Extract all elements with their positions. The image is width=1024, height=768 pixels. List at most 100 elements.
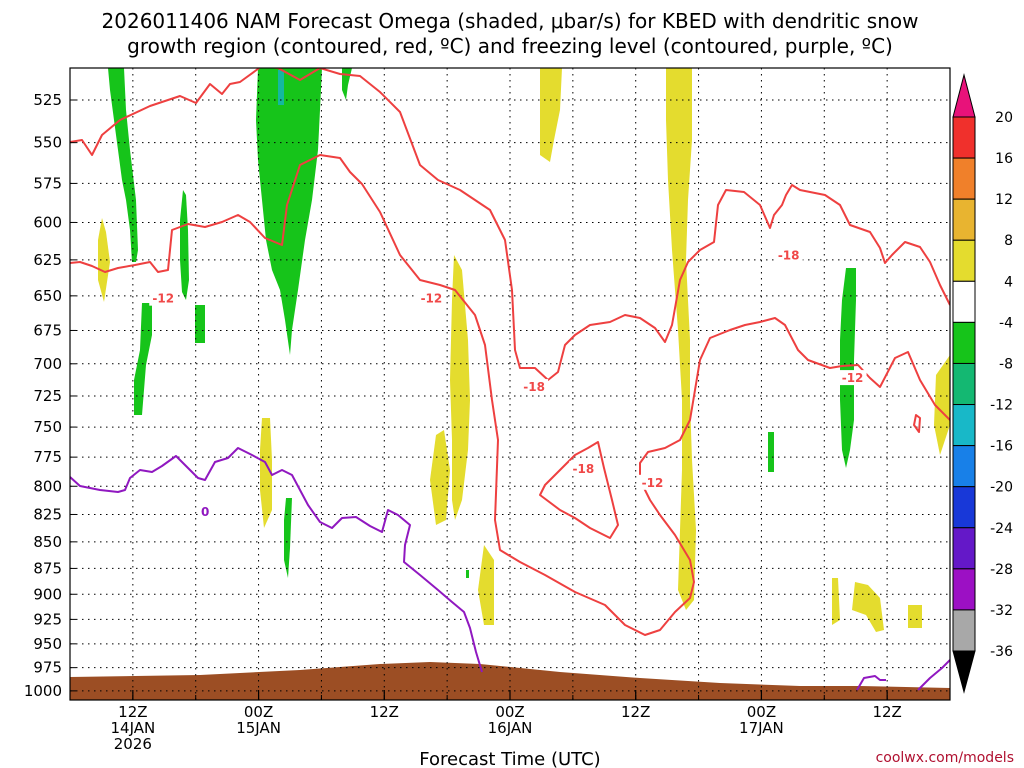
chart-title-line2: growth region (contoured, red, ºC) and f… (127, 34, 893, 58)
colorbar-min-arrow (952, 650, 976, 694)
contour-line (856, 675, 886, 691)
colorbar-swatch (952, 198, 976, 241)
colorbar-label: -20 (990, 480, 1013, 496)
x-tick-label: 12Z (872, 703, 901, 721)
y-tick-label: 950 (33, 635, 62, 653)
contour-line (70, 154, 950, 636)
colorbar-swatch (952, 445, 976, 488)
omega-region (180, 190, 189, 300)
contour-label: -12 (642, 476, 664, 490)
y-tick-label: 1000 (24, 682, 62, 700)
omega-region (195, 305, 205, 343)
colorbar-label: -28 (990, 562, 1013, 578)
freezing-level-contours (70, 447, 950, 691)
y-tick-label: 800 (33, 477, 62, 495)
contour-label: -12 (152, 292, 174, 306)
omega-region (134, 303, 152, 415)
omega-region (478, 545, 494, 625)
colorbar-label: -36 (990, 644, 1013, 660)
y-tick-label: 775 (33, 448, 62, 466)
contour-label-bg (774, 247, 803, 263)
y-tick-label: 700 (33, 355, 62, 373)
omega-region (108, 68, 138, 262)
omega-region (466, 570, 469, 578)
contour-line (70, 68, 950, 381)
y-tick-label: 525 (33, 91, 62, 109)
y-tick-label: 575 (33, 174, 62, 192)
x-tick-label: 2026 (114, 735, 152, 753)
contour-label-bg (838, 370, 867, 386)
colorbar-swatch (952, 609, 976, 652)
omega-region (832, 578, 840, 625)
colorbar-label: -16 (990, 439, 1013, 455)
dendritic-growth-contours (70, 68, 950, 636)
contour-label: 0 (201, 505, 209, 519)
x-tick-label: 12Z (370, 703, 399, 721)
x-tick-label: 12Z (118, 703, 147, 721)
x-tick-label: 00Z (244, 703, 273, 721)
x-tick-label: 00Z (747, 703, 776, 721)
contour-line (913, 414, 921, 433)
x-tick-label: 00Z (495, 703, 524, 721)
y-tick-label: 875 (33, 559, 62, 577)
omega-region (934, 355, 950, 455)
x-axis-label: Forecast Time (UTC) (419, 749, 600, 768)
x-tick-label: 12Z (621, 703, 650, 721)
omega-region (430, 430, 450, 525)
x-tick-label: 16JAN (488, 719, 533, 737)
omega-region (852, 582, 884, 632)
omega-region (666, 68, 696, 610)
colorbar-swatch (952, 527, 976, 570)
omega-region (284, 498, 292, 578)
colorbar-label: 16 (995, 151, 1013, 167)
x-tick-label: 17JAN (739, 719, 784, 737)
omega-negative-shading (108, 68, 856, 578)
plot-area: -12 -12 -18 -18 -12 -18 -12 0 (70, 68, 950, 700)
grid (70, 68, 950, 700)
colorbar-label: 8 (1004, 233, 1013, 249)
contour-label-bg (199, 504, 212, 520)
colorbar: 20 16 12 8 4 -4 -8 -12 -16 -20 -24 -28 -32 -36 (952, 73, 1013, 694)
colorbar-swatch (952, 280, 976, 323)
contour-line (70, 447, 483, 673)
y-tick-label: 825 (33, 505, 62, 523)
y-tick-label: 850 (33, 533, 62, 551)
colorbar-swatch (952, 239, 976, 282)
colorbar-label: -24 (990, 521, 1013, 537)
contour-label-bg (520, 379, 549, 395)
colorbar-swatch (952, 404, 976, 447)
contour-label: -12 (421, 292, 443, 306)
y-tick-label: 625 (33, 251, 62, 269)
y-axis: 525 550 575 600 625 650 675 700 725 750 775 800 825 8… (24, 91, 76, 700)
y-tick-label: 550 (33, 134, 62, 152)
contour-label-bg (417, 290, 446, 306)
contour-label: -12 (842, 371, 864, 385)
y-tick-label: 650 (33, 287, 62, 305)
colorbar-swatch (952, 362, 976, 406)
colorbar-label: -8 (999, 356, 1013, 372)
omega-region (342, 68, 352, 100)
colorbar-swatch (952, 486, 976, 529)
colorbar-swatch (952, 321, 976, 364)
omega-region (278, 70, 284, 105)
y-tick-label: 675 (33, 321, 62, 339)
omega-region (98, 218, 110, 302)
y-tick-label: 750 (33, 418, 62, 436)
contour-line (539, 441, 619, 539)
contour-label-bg (149, 290, 178, 306)
colorbar-label: -12 (990, 398, 1013, 414)
colorbar-swatch (952, 157, 976, 200)
y-tick-label: 975 (33, 659, 62, 677)
omega-positive-shading (98, 68, 950, 632)
colorbar-label: 4 (1004, 274, 1013, 290)
colorbar-label: -4 (999, 315, 1013, 331)
omega-region (768, 432, 774, 472)
x-tick-label: 14JAN (110, 719, 155, 737)
watermark: coolwx.com/models (876, 750, 1014, 766)
contour-label: -18 (572, 462, 594, 476)
y-tick-label: 725 (33, 387, 62, 405)
y-tick-label: 925 (33, 610, 62, 628)
colorbar-swatch (952, 116, 976, 159)
